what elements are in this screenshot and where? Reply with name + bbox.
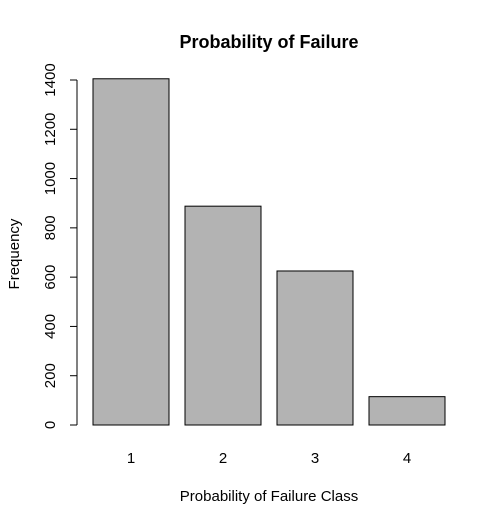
x-axis-label: Probability of Failure Class [180, 488, 358, 505]
bars-group [92, 78, 446, 426]
y-tick-label: 800 [42, 215, 59, 240]
x-tick-labels: 1 2 3 4 [127, 450, 411, 467]
y-tick-label: 200 [42, 363, 59, 388]
bar-2 [184, 205, 262, 426]
y-tick-label: 1000 [42, 162, 59, 195]
y-tick-label: 600 [42, 265, 59, 290]
y-tick-label: 0 [42, 421, 59, 429]
x-tick-label: 4 [403, 450, 411, 467]
y-tick-label: 400 [42, 314, 59, 339]
chart-title: Probability of Failure [179, 32, 358, 52]
bar-1 [92, 78, 170, 426]
y-axis-label: Frequency [6, 218, 23, 289]
x-tick-label: 2 [219, 450, 227, 467]
y-tick-label: 1400 [42, 63, 59, 96]
x-tick-label: 3 [311, 450, 319, 467]
x-tick-label: 1 [127, 450, 135, 467]
bar-4 [368, 396, 446, 426]
y-tick-label: 1200 [42, 113, 59, 146]
y-axis: 0 200 400 600 800 1000 1200 1400 [42, 63, 78, 429]
bar-3 [276, 270, 354, 426]
